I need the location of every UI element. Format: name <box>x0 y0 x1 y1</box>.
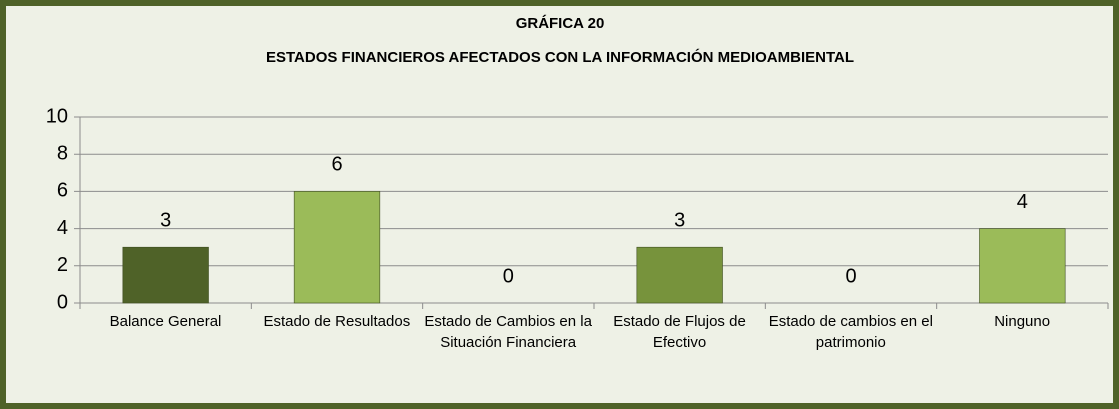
bar <box>122 246 209 304</box>
x-tick-label: Estado de Resultados <box>263 313 411 330</box>
y-tick-label: 8 <box>57 142 68 164</box>
data-label: 6 <box>331 154 342 176</box>
x-tick-label: Estado de Cambios en la Situación Financ… <box>424 313 592 351</box>
data-label: 0 <box>503 265 514 287</box>
bar <box>636 246 723 304</box>
bar <box>293 191 381 304</box>
x-tick-label: Estado de cambios en el patrimonio <box>768 313 933 351</box>
x-tick-label: Ninguno <box>994 313 1051 330</box>
y-tick-label: 4 <box>57 217 68 239</box>
chart-title: GRÁFICA 20 <box>516 15 605 32</box>
data-label: 0 <box>845 265 856 287</box>
data-label: 4 <box>1017 191 1028 213</box>
bar <box>979 228 1066 304</box>
data-label: 3 <box>160 209 171 231</box>
y-tick-label: 2 <box>57 254 68 276</box>
y-tick-label: 6 <box>57 180 68 202</box>
y-tick-label: 10 <box>46 105 68 127</box>
x-tick-label: Estado de Flujos de Efectivo <box>613 313 746 351</box>
chart-subtitle: ESTADOS FINANCIEROS AFECTADOS CON LA INF… <box>266 48 854 66</box>
x-tick-label: Balance General <box>109 313 222 330</box>
data-label: 3 <box>674 209 685 231</box>
y-tick-label: 0 <box>57 291 68 313</box>
